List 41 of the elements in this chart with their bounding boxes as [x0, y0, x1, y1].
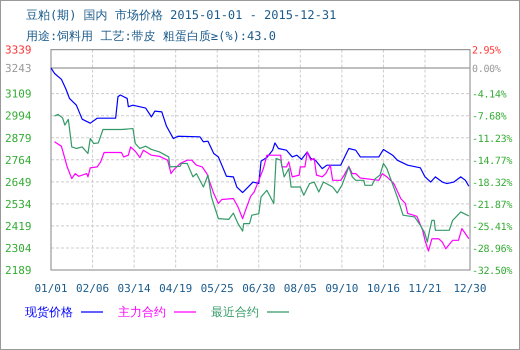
y2-tick-label: -28.96%: [472, 244, 512, 255]
x-tick-label: 10/16: [366, 282, 400, 295]
y-tick-label: 2994: [5, 110, 32, 123]
line-series: [54, 114, 470, 243]
y-tick-label: 2764: [5, 154, 32, 167]
x-tick-label: 09/10: [325, 282, 358, 295]
y-tick-label: 3339: [5, 44, 32, 57]
x-tick-label: 04/19: [159, 282, 192, 295]
x-tick-label: 11/21: [408, 282, 442, 295]
x-tick-label: 12/30: [453, 282, 487, 295]
line-series: [54, 141, 470, 252]
chart-subtitle: 用途:饲料用 工艺:带皮 粗蛋白质≥(%):43.0: [26, 29, 276, 43]
y-tick-label: 2419: [5, 220, 32, 233]
legend-label: 现货价格: [25, 305, 73, 319]
y-tick-label: 3109: [5, 88, 32, 101]
line-series: [50, 67, 470, 194]
y2-tick-label: 0.00%: [472, 64, 501, 75]
chart-title: 豆粕(期) 国内 市场价格 2015-01-01 - 2015-12-31: [26, 8, 336, 22]
y-tick-label: 3243: [5, 62, 32, 75]
y-tick-label: 2649: [5, 176, 32, 189]
x-tick-label: 05/25: [200, 282, 234, 295]
y-tick-label: 2189: [5, 264, 32, 277]
y2-tick-label: -21.87%: [472, 200, 512, 211]
legend-label: 最近合约: [211, 305, 259, 319]
x-tick-label: 01/01: [34, 282, 68, 295]
x-tick-label: 06/30: [242, 282, 276, 295]
y2-tick-label: -25.41%: [472, 222, 512, 233]
y2-tick-label: -11.23%: [472, 134, 512, 145]
x-tick-label: 02/06: [76, 282, 110, 295]
x-tick-label: 08/05: [284, 282, 317, 295]
y2-tick-label: -4.14%: [472, 90, 507, 101]
x-tick-label: 03/14: [118, 282, 152, 295]
y2-tick-label: -14.77%: [472, 156, 512, 167]
y-tick-label: 2879: [5, 132, 32, 145]
y2-tick-label: -7.68%: [472, 112, 507, 123]
y2-tick-label: -18.32%: [472, 178, 512, 189]
y2-tick-label: -32.50%: [472, 266, 512, 277]
y2-tick-label: 2.95%: [472, 46, 501, 57]
y-tick-label: 2304: [5, 242, 32, 255]
legend-label: 主力合约: [118, 305, 166, 319]
y-tick-label: 2534: [5, 198, 32, 211]
